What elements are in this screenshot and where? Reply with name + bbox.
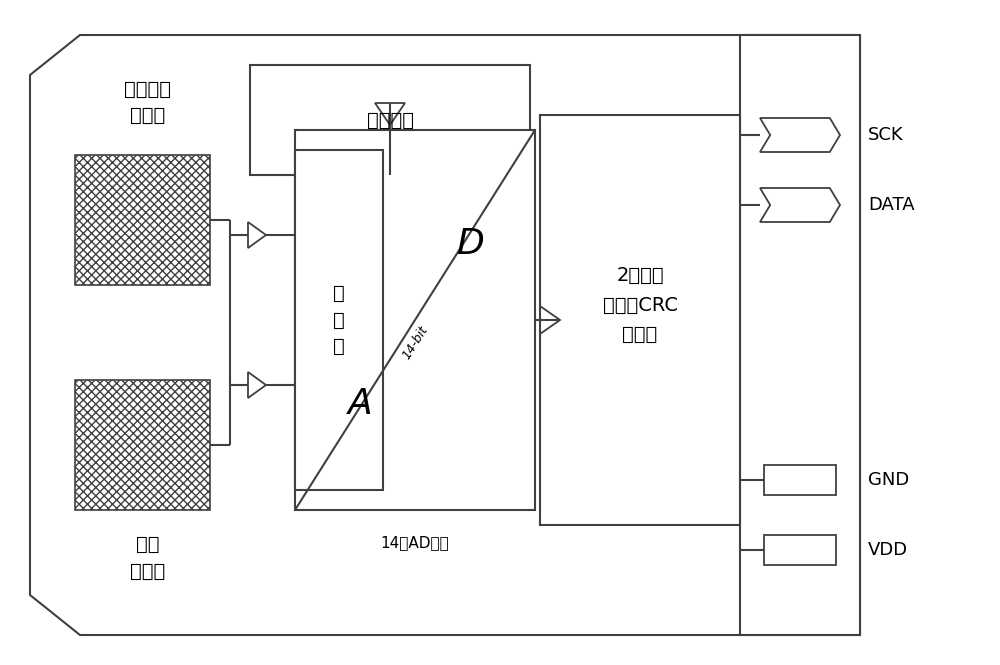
Text: 2线数字
接口和CRC
发生器: 2线数字 接口和CRC 发生器: [602, 266, 678, 344]
Bar: [740, 35, 860, 635]
Text: GND: GND: [868, 471, 909, 489]
Text: 相对湿度
传感器: 相对湿度 传感器: [124, 80, 171, 125]
Text: A: A: [347, 386, 372, 420]
Text: 放
大
器: 放 大 器: [333, 284, 345, 356]
Text: 14位AD转换: 14位AD转换: [381, 535, 449, 550]
Text: D: D: [456, 227, 484, 261]
Bar: [75, 380, 210, 510]
Bar: [540, 115, 740, 525]
Bar: [75, 155, 210, 285]
Text: VDD: VDD: [868, 541, 908, 559]
Text: 温度
传感器: 温度 传感器: [130, 535, 165, 581]
Bar: [764, 465, 836, 495]
Text: 14-bit: 14-bit: [400, 324, 430, 362]
Bar: [295, 130, 535, 510]
Text: DATA: DATA: [868, 196, 915, 214]
Bar: [250, 65, 530, 175]
Bar: [295, 150, 383, 490]
Bar: [764, 535, 836, 565]
Text: 校准内存: 校准内存: [366, 110, 414, 130]
Text: SCK: SCK: [868, 126, 904, 144]
